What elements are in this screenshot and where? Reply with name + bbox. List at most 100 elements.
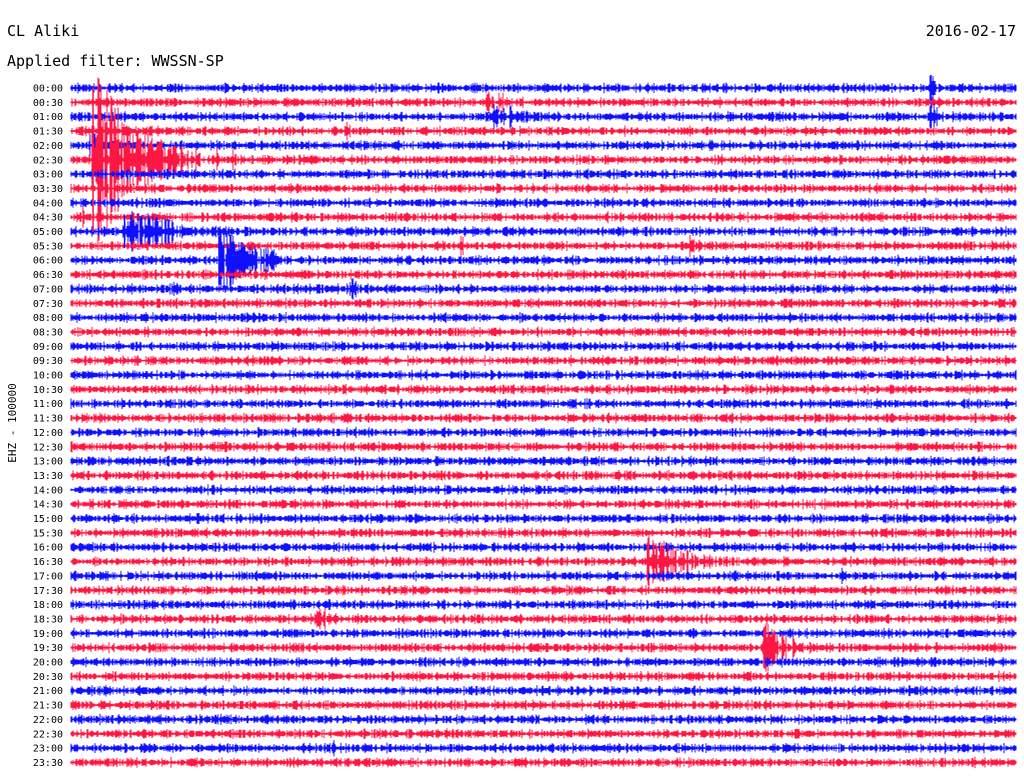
trace-line <box>70 75 1017 101</box>
tick-label: 06:00 <box>33 256 63 267</box>
tick-label: 04:00 <box>33 198 63 209</box>
trace-line <box>70 369 1017 381</box>
trace-line <box>70 567 1017 584</box>
tick-label: 12:30 <box>33 442 63 453</box>
tick-label: 01:30 <box>33 127 63 138</box>
seismic-traces <box>70 75 1017 769</box>
tick-label: 08:00 <box>33 313 63 324</box>
trace-line <box>70 183 1017 194</box>
trace-line <box>70 340 1017 352</box>
tick-label: 09:30 <box>33 356 63 367</box>
tick-label: 01:00 <box>33 112 63 123</box>
tick-label: 13:00 <box>33 457 63 468</box>
tick-label: 21:00 <box>33 686 63 697</box>
trace-line <box>70 121 1017 141</box>
trace-line <box>70 756 1017 769</box>
tick-label: 02:00 <box>33 141 63 152</box>
trace-line <box>70 608 1017 630</box>
tick-label: 20:30 <box>33 672 63 683</box>
tick-label: 13:30 <box>33 471 63 482</box>
trace-line <box>70 728 1017 740</box>
chart-date: 2016-02-17 <box>926 22 1016 40</box>
trace-line <box>70 102 1017 131</box>
trace-line <box>70 584 1017 596</box>
trace-line <box>70 498 1017 510</box>
trace-line <box>70 527 1017 539</box>
tick-label: 04:30 <box>33 213 63 224</box>
trace-line <box>70 426 1017 438</box>
trace-line <box>70 312 1017 324</box>
tick-label: 17:00 <box>33 571 63 582</box>
tick-label: 23:00 <box>33 744 63 755</box>
trace-line <box>70 513 1017 524</box>
tick-label: 21:30 <box>33 701 63 712</box>
tick-label: 00:30 <box>33 98 63 109</box>
trace-line <box>70 278 1017 300</box>
trace-line <box>70 484 1017 496</box>
trace-line <box>70 197 1017 209</box>
tick-label: 02:30 <box>33 155 63 166</box>
time-tick-labels: 00:00 00:30 01:00 01:30 02:00 02:30 03:00 03:30… <box>33 84 63 769</box>
trace-line <box>70 534 1017 590</box>
tick-label: 15:00 <box>33 514 63 525</box>
tick-label: 20:00 <box>33 658 63 669</box>
tick-label: 00:00 <box>33 84 63 95</box>
tick-label: 07:00 <box>33 284 63 295</box>
tick-label: 17:30 <box>33 586 63 597</box>
tick-label: 15:30 <box>33 528 63 539</box>
tick-label: 11:00 <box>33 399 63 410</box>
tick-label: 10:00 <box>33 371 63 382</box>
tick-label: 14:30 <box>33 500 63 511</box>
tick-label: 06:30 <box>33 270 63 281</box>
tick-label: 16:00 <box>33 543 63 554</box>
trace-line <box>70 441 1017 453</box>
chart-subtitle: Applied filter: WWSSN-SP <box>7 52 224 70</box>
trace-line <box>70 541 1017 553</box>
trace-line <box>70 77 1017 242</box>
tick-label: 05:30 <box>33 241 63 252</box>
tick-label: 07:30 <box>33 299 63 310</box>
trace-line <box>70 326 1017 338</box>
trace-line <box>70 623 1017 672</box>
trace-line <box>70 91 1017 114</box>
trace-line <box>70 412 1017 424</box>
tick-label: 23:30 <box>33 758 63 769</box>
tick-label: 19:00 <box>33 629 63 640</box>
trace-line <box>70 684 1017 697</box>
tick-label: 03:00 <box>33 170 63 181</box>
chart-title: CL Aliki <box>7 22 79 40</box>
tick-label: 14:00 <box>33 485 63 496</box>
trace-line <box>70 398 1017 410</box>
trace-line <box>70 599 1017 611</box>
tick-label: 16:30 <box>33 557 63 568</box>
trace-line <box>70 230 1017 290</box>
y-axis-label: EHZ - 100000 <box>6 383 19 462</box>
tick-label: 05:00 <box>33 227 63 238</box>
trace-line <box>70 206 1017 228</box>
trace-line <box>70 297 1017 309</box>
tick-label: 03:30 <box>33 184 63 195</box>
trace-line <box>70 469 1017 481</box>
tick-label: 22:00 <box>33 715 63 726</box>
trace-line <box>70 455 1017 467</box>
tick-label: 12:00 <box>33 428 63 439</box>
trace-line <box>70 211 1017 252</box>
trace-line <box>70 699 1017 711</box>
tick-label: 19:30 <box>33 643 63 654</box>
tick-label: 18:00 <box>33 600 63 611</box>
trace-line <box>70 355 1017 367</box>
trace-line <box>70 670 1017 682</box>
tick-label: 18:30 <box>33 614 63 625</box>
trace-line <box>70 383 1017 395</box>
tick-label: 22:30 <box>33 729 63 740</box>
trace-line <box>70 627 1017 639</box>
trace-line <box>70 740 1017 757</box>
tick-label: 10:30 <box>33 385 63 396</box>
tick-label: 08:30 <box>33 327 63 338</box>
tick-label: 11:30 <box>33 414 63 425</box>
trace-line <box>70 656 1017 668</box>
tick-label: 09:00 <box>33 342 63 353</box>
trace-line <box>70 268 1017 281</box>
trace-line <box>70 133 1017 157</box>
